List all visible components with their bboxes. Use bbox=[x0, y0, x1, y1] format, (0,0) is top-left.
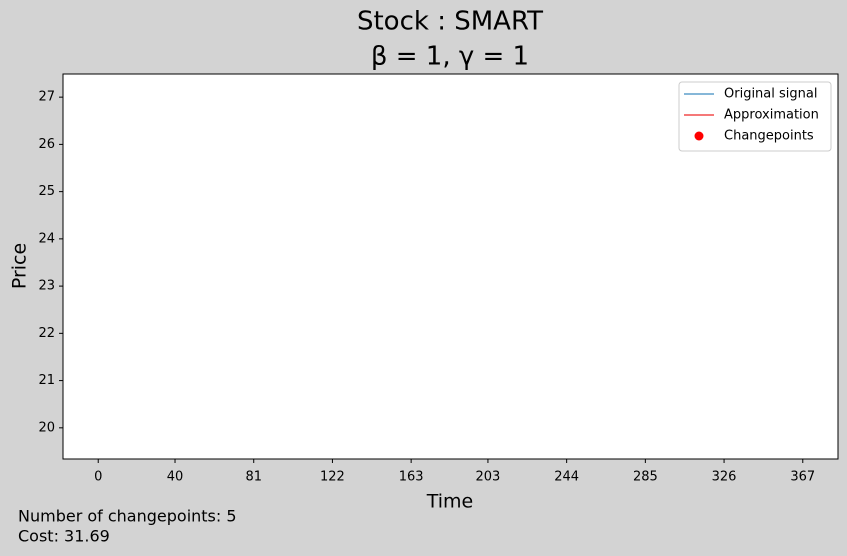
y-tick-label: 24 bbox=[38, 231, 55, 246]
y-tick-label: 25 bbox=[38, 184, 55, 199]
legend-marker bbox=[694, 131, 704, 141]
y-axis-label: Price bbox=[9, 243, 31, 289]
y-tick-label: 21 bbox=[38, 373, 55, 388]
chart-title: Stock : SMART bbox=[357, 7, 543, 37]
legend-label: Original signal bbox=[724, 87, 817, 102]
y-tick-label: 23 bbox=[38, 279, 55, 294]
legend-label: Changepoints bbox=[724, 129, 814, 144]
x-tick-label: 326 bbox=[712, 470, 737, 485]
y-tick-label: 27 bbox=[38, 90, 55, 105]
x-tick-label: 244 bbox=[554, 470, 579, 485]
footer-text: Cost: 31.69 bbox=[18, 527, 110, 546]
x-tick-label: 0 bbox=[94, 470, 102, 485]
x-tick-label: 367 bbox=[790, 470, 815, 485]
y-tick-label: 26 bbox=[38, 137, 55, 152]
x-tick-label: 163 bbox=[399, 470, 424, 485]
footer-text: Number of changepoints: 5 bbox=[18, 507, 237, 526]
legend-label: Approximation bbox=[724, 108, 819, 123]
x-tick-label: 122 bbox=[320, 470, 345, 485]
chart-subtitle: β = 1, γ = 1 bbox=[371, 42, 529, 72]
y-tick-label: 20 bbox=[38, 420, 55, 435]
x-axis-label: Time bbox=[426, 491, 474, 513]
legend-box bbox=[678, 81, 832, 152]
x-tick-label: 40 bbox=[167, 470, 184, 485]
x-tick-label: 203 bbox=[476, 470, 501, 485]
y-tick-label: 22 bbox=[38, 326, 55, 341]
x-tick-label: 81 bbox=[245, 470, 262, 485]
x-tick-label: 285 bbox=[633, 470, 658, 485]
legend: Original signal Approximation Changepoints bbox=[678, 81, 832, 152]
